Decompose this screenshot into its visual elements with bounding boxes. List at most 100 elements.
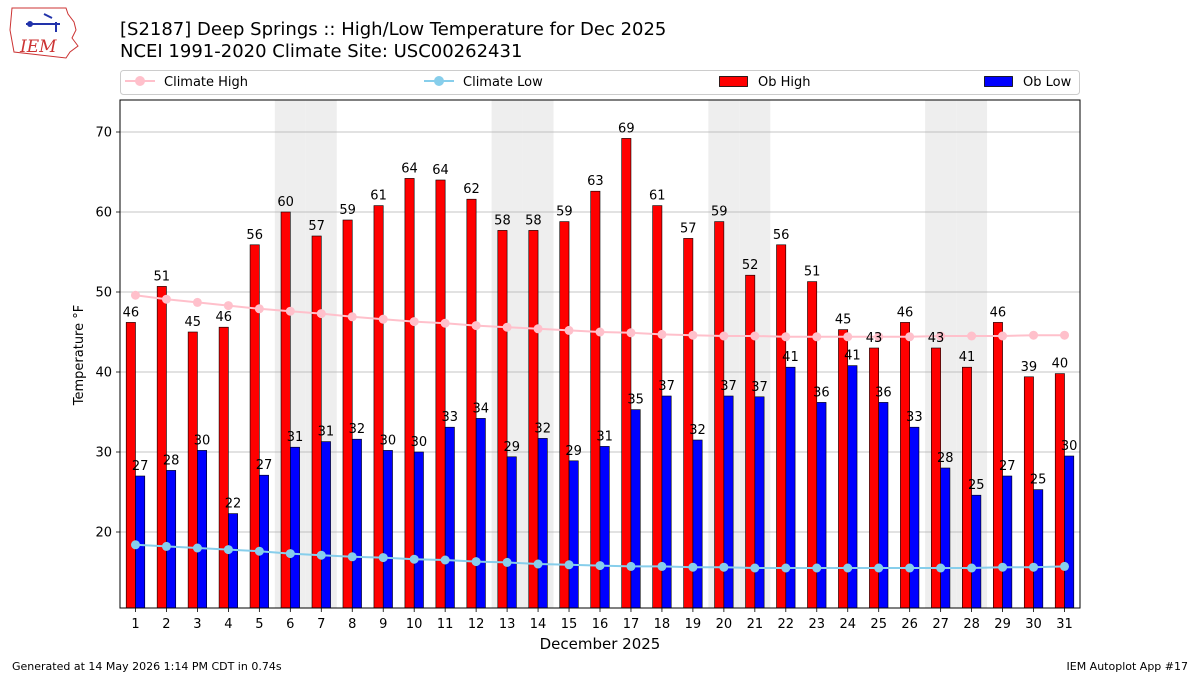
bar-ob-high-23 — [807, 281, 818, 609]
bar-label-ob-high-22: 56 — [773, 228, 790, 243]
point-climate-high-11 — [440, 318, 450, 328]
bar-label-ob-low-8: 32 — [349, 422, 366, 437]
x-tick-label-1: 1 — [131, 617, 139, 632]
bar-label-ob-high-10: 64 — [401, 161, 418, 176]
legend-ob-low: Ob Low — [984, 75, 1072, 90]
bar-label-ob-low-3: 30 — [194, 433, 211, 448]
bar-label-ob-high-16: 63 — [587, 174, 604, 189]
bar-ob-high-22 — [776, 244, 787, 609]
x-tick-label-8: 8 — [348, 617, 356, 632]
bar-label-ob-high-26: 46 — [897, 305, 914, 320]
bar-label-ob-high-25: 43 — [866, 331, 883, 346]
bar-label-ob-low-13: 29 — [503, 440, 520, 455]
y-tick-label-50: 50 — [95, 286, 112, 301]
point-climate-high-23 — [812, 332, 822, 342]
bar-label-ob-high-15: 59 — [556, 205, 573, 220]
x-tick-label-5: 5 — [255, 617, 263, 632]
point-climate-high-30 — [1029, 330, 1039, 340]
bar-label-ob-low-12: 34 — [473, 401, 490, 416]
bar-label-ob-low-1: 27 — [132, 459, 149, 474]
bar-label-ob-low-19: 32 — [689, 423, 706, 438]
x-tick-label-17: 17 — [623, 617, 640, 632]
point-climate-low-15 — [564, 560, 574, 570]
bar-ob-low-11 — [444, 426, 455, 609]
bar-label-ob-low-14: 32 — [534, 421, 551, 436]
bar-ob-low-5 — [259, 474, 269, 609]
bar-label-ob-low-6: 31 — [287, 430, 304, 445]
bar-ob-high-31 — [1054, 373, 1065, 609]
point-climate-low-10 — [409, 554, 419, 564]
bar-value-labels: 46 51 45 46 56 60 57 59 61 64 64 62 58 58 59 63 69 61 57 59… — [123, 121, 1078, 511]
x-tick-label-19: 19 — [685, 617, 702, 632]
bar-ob-low-23 — [816, 402, 827, 609]
bar-label-ob-high-8: 59 — [339, 203, 356, 218]
point-climate-high-29 — [998, 331, 1008, 341]
point-climate-low-12 — [471, 557, 481, 567]
bar-ob-low-26 — [909, 426, 920, 609]
bar-label-ob-high-6: 60 — [277, 195, 294, 210]
point-climate-low-14 — [533, 559, 543, 569]
point-climate-high-21 — [750, 331, 760, 341]
bar-ob-low-29 — [1002, 475, 1013, 609]
point-climate-low-11 — [440, 555, 450, 565]
point-climate-high-2 — [161, 294, 171, 304]
point-climate-low-1 — [130, 540, 140, 550]
bar-label-ob-high-3: 45 — [185, 315, 202, 330]
bar-label-ob-high-20: 59 — [711, 205, 728, 220]
point-climate-high-14 — [533, 324, 543, 334]
bar-ob-low-14 — [537, 438, 548, 609]
x-tick-label-11: 11 — [437, 617, 454, 632]
bar-ob-high-11 — [435, 179, 446, 609]
point-climate-high-22 — [781, 332, 791, 342]
bar-label-ob-low-9: 30 — [380, 433, 397, 448]
x-tick-label-9: 9 — [379, 617, 387, 632]
point-climate-high-26 — [905, 332, 915, 342]
x-tick-label-24: 24 — [839, 617, 856, 632]
point-climate-high-5 — [254, 304, 264, 314]
chart-title: [S2187] Deep Springs :: High/Low Tempera… — [120, 19, 666, 40]
bar-ob-low-30 — [1033, 489, 1044, 609]
bar-ob-high-18 — [652, 205, 663, 609]
bar-label-ob-low-31: 30 — [1061, 439, 1078, 454]
point-climate-low-17 — [626, 561, 636, 571]
point-climate-high-27 — [936, 331, 946, 341]
x-tick-label-22: 22 — [778, 617, 795, 632]
bar-label-ob-high-11: 64 — [432, 163, 449, 178]
point-climate-low-3 — [192, 543, 202, 553]
bar-label-ob-low-29: 27 — [999, 459, 1016, 474]
x-tick-label-12: 12 — [468, 617, 485, 632]
point-climate-high-24 — [843, 332, 853, 342]
bar-label-ob-high-19: 57 — [680, 221, 697, 236]
bar-label-ob-low-30: 25 — [1030, 473, 1047, 488]
point-climate-low-18 — [657, 561, 667, 571]
bar-ob-high-17 — [621, 138, 632, 609]
bar-label-ob-high-27: 43 — [928, 331, 945, 346]
legend-marker-climate-high — [135, 76, 145, 86]
legend-label-climate-high: Climate High — [164, 75, 248, 90]
bar-ob-high-9 — [373, 205, 384, 609]
legend-climate-high: Climate High — [125, 75, 248, 90]
bar-ob-high-6 — [280, 211, 291, 609]
point-climate-high-9 — [378, 314, 388, 324]
bar-ob-low-6 — [290, 446, 300, 609]
x-tick-label-29: 29 — [994, 617, 1011, 632]
bar-ob-low-7 — [320, 441, 331, 609]
y-tick-label-30: 30 — [95, 446, 112, 461]
point-climate-low-21 — [750, 563, 760, 573]
bar-label-ob-high-7: 57 — [308, 219, 325, 234]
point-climate-high-12 — [471, 321, 481, 331]
bar-label-ob-high-24: 45 — [835, 313, 852, 328]
point-climate-low-30 — [1029, 562, 1039, 572]
bar-ob-high-3 — [187, 331, 198, 609]
bar-label-ob-low-10: 30 — [411, 435, 428, 450]
legend-climate-low: Climate Low — [424, 75, 543, 90]
x-tick-label-23: 23 — [809, 617, 826, 632]
point-climate-low-7 — [316, 550, 326, 560]
point-climate-low-2 — [161, 541, 171, 551]
x-tick-label-26: 26 — [901, 617, 918, 632]
bar-ob-low-4 — [228, 513, 238, 609]
bar-label-ob-low-15: 29 — [565, 444, 582, 459]
point-climate-low-24 — [843, 563, 853, 573]
bar-ob-low-13 — [506, 456, 517, 609]
footer-app: IEM Autoplot App #17 — [1066, 660, 1189, 673]
